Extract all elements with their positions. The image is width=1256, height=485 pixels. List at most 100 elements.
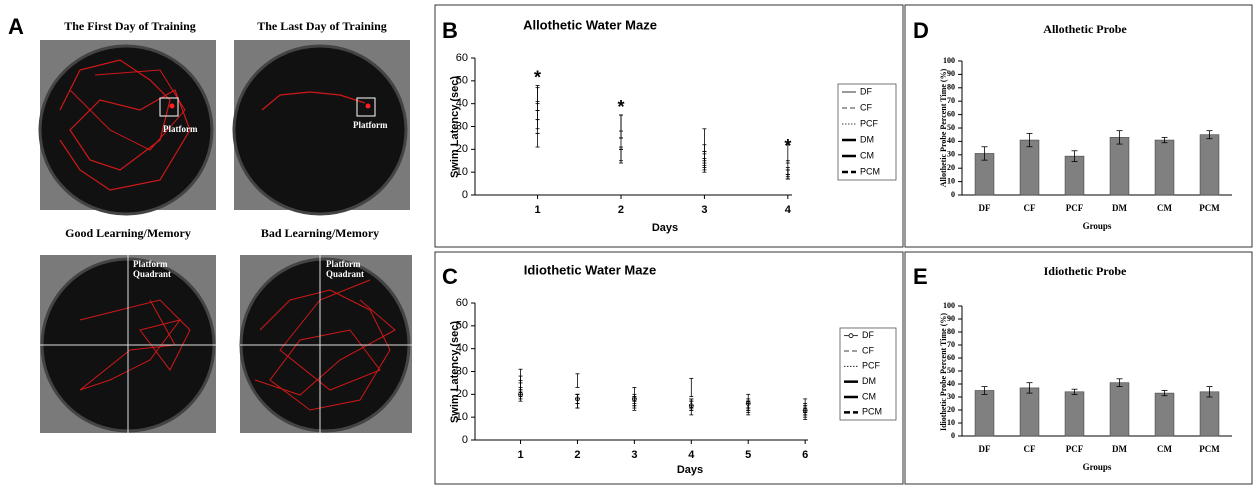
panel-label: E: [913, 264, 928, 289]
photo-label: Platform Quadrant: [326, 259, 365, 279]
bar: [1109, 137, 1130, 196]
x-tick-label: PCM: [1199, 203, 1220, 213]
y-tick-label: 100: [943, 56, 955, 65]
y-tick-label: 70: [947, 96, 955, 105]
y-tick-label: 50: [947, 366, 955, 375]
y-axis-label: Swim Latency (sec): [449, 321, 461, 423]
bar: [1019, 387, 1040, 437]
y-tick-label: 0: [951, 431, 955, 440]
y-tick-label: 40: [456, 98, 468, 110]
photo-title: Good Learning/Memory: [65, 226, 191, 240]
photo-title: The Last Day of Training: [257, 19, 387, 33]
bar: [1199, 134, 1220, 196]
x-axis-label: Days: [677, 464, 703, 476]
x-tick-label: 2: [618, 204, 624, 216]
annotation: *: [534, 67, 541, 87]
panel-label: B: [442, 18, 458, 43]
y-tick-label: 50: [456, 320, 468, 332]
legend-label: CF: [860, 102, 872, 112]
bar: [1064, 155, 1085, 196]
annotation: *: [617, 97, 624, 117]
chart-title: Allothetic Probe: [1043, 22, 1127, 36]
photo-label: Platform: [163, 124, 198, 134]
photo: [40, 255, 216, 433]
y-tick-label: 100: [943, 301, 955, 310]
y-tick-label: 70: [947, 340, 955, 349]
x-tick-label: 1: [535, 204, 541, 216]
y-axis-label: Idiothetic Probe Percent Time (%): [939, 313, 948, 431]
chart-title: Allothetic Water Maze: [523, 17, 657, 32]
photo: [232, 40, 410, 216]
bar: [1064, 391, 1085, 437]
x-tick-label: PCF: [1066, 203, 1084, 213]
y-tick-label: 80: [947, 83, 955, 92]
legend-label: CM: [862, 391, 876, 401]
y-tick-label: 30: [947, 392, 955, 401]
x-tick-label: 6: [802, 449, 808, 461]
legend-box: [839, 327, 897, 421]
panel-border: [904, 251, 1253, 485]
x-axis-label: Groups: [1083, 221, 1112, 231]
legend-label: PCF: [860, 118, 879, 128]
photo: [38, 40, 216, 216]
y-tick-label: 90: [947, 314, 955, 323]
y-tick-label: 40: [456, 343, 468, 355]
photo: [239, 255, 412, 433]
y-tick-label: 10: [947, 176, 955, 185]
bar: [1199, 391, 1220, 437]
chart-title: Idiothetic Water Maze: [524, 262, 656, 277]
y-tick-label: 0: [951, 190, 955, 199]
legend-box: [837, 83, 897, 181]
legend-label: PCF: [862, 361, 881, 371]
y-axis-label: Allothetic Probe Percent Time (%): [939, 68, 948, 187]
x-tick-label: DM: [1112, 203, 1127, 213]
photo-title: Bad Learning/Memory: [261, 226, 379, 240]
legend-label: PCM: [862, 407, 882, 417]
x-tick-label: CF: [1024, 203, 1036, 213]
y-tick-label: 60: [947, 353, 955, 362]
y-tick-label: 60: [456, 52, 468, 64]
y-tick-label: 80: [947, 327, 955, 336]
y-tick-label: 30: [456, 365, 468, 377]
x-tick-label: PCM: [1199, 444, 1220, 454]
x-tick-label: 3: [701, 204, 707, 216]
y-tick-label: 0: [462, 434, 468, 446]
x-tick-label: CF: [1024, 444, 1036, 454]
x-tick-label: DM: [1112, 444, 1127, 454]
legend-label: DM: [860, 134, 874, 144]
x-tick-label: 4: [785, 204, 792, 216]
x-tick-label: 5: [745, 449, 751, 461]
legend-label: DF: [862, 330, 874, 340]
legend-label: DM: [862, 376, 876, 386]
panel-label: D: [913, 18, 929, 43]
y-tick-label: 10: [947, 418, 955, 427]
panel-label: C: [442, 264, 458, 289]
x-tick-label: DF: [979, 444, 991, 454]
x-tick-label: 1: [517, 449, 523, 461]
y-tick-label: 20: [456, 143, 468, 155]
x-tick-label: 3: [631, 449, 637, 461]
y-tick-label: 90: [947, 69, 955, 78]
y-tick-label: 10: [456, 411, 468, 423]
legend-label: PCM: [860, 166, 880, 176]
y-tick-label: 60: [456, 297, 468, 309]
x-tick-label: CM: [1157, 203, 1172, 213]
x-axis-label: Groups: [1083, 462, 1112, 472]
x-tick-label: 2: [574, 449, 580, 461]
bar: [1154, 392, 1175, 437]
x-tick-label: DF: [979, 203, 991, 213]
x-tick-label: 4: [688, 449, 695, 461]
panel-border: [434, 251, 904, 485]
x-tick-label: CM: [1157, 444, 1172, 454]
y-axis-label: Swim Latency (sec): [449, 76, 461, 178]
panel-border: [434, 4, 904, 248]
y-tick-label: 60: [947, 109, 955, 118]
legend-label: CF: [862, 345, 874, 355]
y-tick-label: 20: [947, 405, 955, 414]
panel-border: [904, 4, 1253, 248]
y-tick-label: 0: [462, 189, 468, 201]
bar: [1154, 139, 1175, 196]
x-tick-label: PCF: [1066, 444, 1084, 454]
